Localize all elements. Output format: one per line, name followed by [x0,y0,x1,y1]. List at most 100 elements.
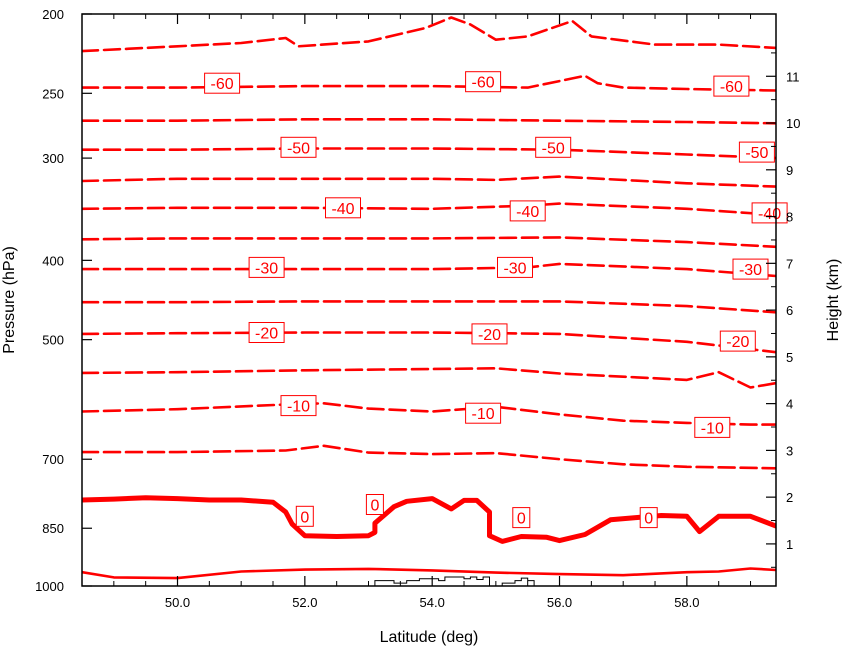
contour-label-text: -40 [331,201,354,218]
contour-label: 0 [639,507,658,529]
contour-label-text: -10 [701,420,724,437]
contour-label-box [509,200,546,222]
y-tick-label: 500 [42,333,64,348]
contour-label-text: -20 [726,334,749,351]
y-tick-label: 1000 [35,579,64,594]
contour-label-box [639,507,658,529]
contour-label-text: -20 [478,327,501,344]
contour-line-minus-65 [82,16,776,53]
contour-line-minus-40 [82,202,776,217]
y-tick-label: 850 [42,521,64,536]
y2-tick-label: 2 [786,490,793,505]
contour-line-minus-25 [82,300,776,314]
contour-label-box [535,136,572,158]
contour-line-minus-60 [82,74,776,92]
contour-label: -10 [465,402,502,424]
contour-label-text: -40 [516,204,539,221]
contour-label: 0 [512,507,531,529]
contour-label-box [497,256,533,278]
contour-label-box [465,71,502,93]
contour-label: -50 [280,136,317,158]
contour-label: -30 [497,256,533,278]
contour-label-box [751,202,788,224]
contour-line-5 [82,567,776,580]
contour-label: -40 [509,200,546,222]
contour-line-minus-20 [82,331,776,354]
y2-tick-label: 3 [786,443,793,458]
x-axis-title: Latitude (deg) [380,629,479,646]
y2-tick-label: 6 [786,303,793,318]
contour-line-minus-15 [82,366,776,389]
contour-line-minus-55 [82,118,776,125]
y-tick-label: 300 [42,151,64,166]
y2-tick-label: 9 [786,163,793,178]
contour-label: -20 [471,323,508,345]
contour-label-box [295,505,314,527]
contour-label-text: 0 [644,511,653,528]
y-axis-title: Pressure (hPa) [1,246,18,354]
y-tick-label: 400 [42,253,64,268]
contour-line-minus-35 [82,236,776,249]
contour-label: -50 [535,136,572,158]
contour-label: -10 [280,395,317,417]
contour-label: -20 [248,322,285,343]
contour-label-text: -30 [739,262,762,279]
contour-label: -30 [248,256,285,278]
contour-label: 0 [295,505,314,527]
contour-label: -40 [751,202,788,224]
contour-label-box [365,494,384,515]
contour-label-text: -50 [745,145,768,162]
contour-label-box [713,75,750,97]
contour-label-box [719,330,756,352]
contour-label-box [204,72,241,94]
contour-label-text: -10 [472,406,495,423]
contour-line-minus-45 [82,175,776,188]
contour-label: -60 [204,72,241,94]
contour-label-box [325,197,361,219]
contour-label-text: -50 [542,140,565,157]
y2-tick-label: 1 [786,537,793,552]
contour-label: -50 [738,141,775,163]
y2-tick-label: 4 [786,397,793,412]
y2-axis-title: Height (km) [825,259,842,342]
terrain-line [374,576,535,587]
contour-label-text: 0 [300,509,309,526]
y2-tick-label: 5 [786,350,793,365]
terrain-outline [374,576,535,587]
y2-tick-label: 8 [786,210,793,225]
contour-label-text: -60 [472,75,495,92]
contour-label: -20 [719,330,756,352]
contour-label-box [280,395,317,417]
contour-label: 0 [365,494,384,515]
contour-line-minus-30 [82,262,776,278]
contour-label-text: 0 [517,511,526,528]
contour-label-box [248,322,285,343]
contour-label: -30 [732,258,769,280]
contour-label-text: -60 [720,79,743,96]
contour-label-box [738,141,775,163]
contour-label-box [471,323,508,345]
x-tick-label: 50.0 [165,595,190,610]
contour-label-box [465,402,502,424]
contour-label: -60 [713,75,750,97]
contour-label-text: -40 [758,206,781,223]
y2-tick-label: 7 [786,256,793,271]
x-tick-label: 56.0 [547,595,572,610]
x-tick-label: 54.0 [420,595,445,610]
contour-line-minus-50 [82,147,776,160]
contour-label-box [732,258,769,280]
contour-label-text: 0 [370,498,379,515]
contour-label-text: -30 [503,260,526,277]
y-tick-label: 200 [42,7,64,22]
contour-label-box [280,136,317,158]
plot-frame [81,13,777,587]
contour-label-box [512,507,531,529]
contour-label: -40 [325,197,361,219]
contour-label-box [694,416,731,438]
contour-line-minus-5 [82,444,776,470]
contour-labels: -60 -60 -60 -50 -50 -50 -40 -40 -40 -30 -30 -30 -20 -… [204,71,788,529]
y-tick-label: 700 [42,452,64,467]
contour-label-text: -20 [255,326,278,343]
